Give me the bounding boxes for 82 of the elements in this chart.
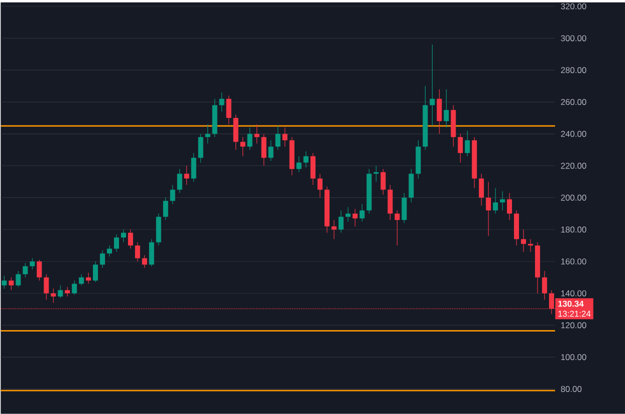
candlestick <box>317 174 323 198</box>
candlestick <box>247 127 252 150</box>
candlestick <box>486 181 491 236</box>
candlestick <box>44 274 49 300</box>
candlestick <box>394 210 400 246</box>
candlestick <box>78 274 84 286</box>
candlestick <box>458 134 463 163</box>
candlestick <box>338 210 344 234</box>
candlestick <box>86 272 91 284</box>
candlestick <box>191 152 196 182</box>
candlestick <box>177 168 182 194</box>
candlestick <box>430 44 435 126</box>
candlestick <box>106 245 112 258</box>
y-tick-label: 120.00 <box>561 322 586 328</box>
candlestick <box>542 270 548 300</box>
candlestick <box>149 238 154 267</box>
candlestick <box>500 191 505 211</box>
y-tick-label: 180.00 <box>561 226 586 233</box>
candlestick <box>36 260 42 281</box>
candlestick <box>352 208 358 227</box>
candlestick <box>2 276 7 289</box>
candlestick <box>219 92 224 112</box>
candlestick <box>296 156 302 173</box>
candlestick <box>64 286 70 297</box>
candlestick <box>506 192 512 220</box>
candlestick <box>520 229 526 252</box>
candlestick <box>142 254 148 268</box>
candlestick <box>120 229 126 243</box>
candlestick <box>30 258 35 270</box>
candlestick <box>380 168 386 195</box>
candlestick <box>198 134 204 163</box>
candlestick <box>233 114 238 150</box>
candlestick <box>268 140 274 162</box>
y-tick-label: 320.00 <box>560 3 586 10</box>
candlestick <box>402 192 407 224</box>
y-tick-label: 260.00 <box>561 99 586 106</box>
ref-line-label: 130.34 <box>558 300 584 307</box>
candlestick <box>310 152 316 186</box>
candlestick <box>50 288 56 304</box>
y-tick-label: 280.00 <box>561 67 586 74</box>
y-tick-label: 300.00 <box>560 35 586 42</box>
y-tick-label: 220.00 <box>561 162 586 169</box>
candlestick <box>303 151 308 168</box>
candlestick <box>8 277 14 291</box>
y-tick-label: 140.00 <box>561 290 586 296</box>
candlestick <box>332 220 337 240</box>
candlestick <box>275 126 280 150</box>
candlestick <box>114 234 120 252</box>
candlestick <box>436 89 442 134</box>
candlestick <box>254 124 260 144</box>
candlestick <box>408 168 414 203</box>
text: 13:21:24 <box>558 310 591 317</box>
candlestick <box>170 184 176 204</box>
candlestick <box>374 166 379 182</box>
candlestick <box>92 261 98 283</box>
candlestick <box>464 130 470 157</box>
y-tick-label: 240.00 <box>561 130 586 137</box>
y-tick-label: 100.00 <box>561 354 586 360</box>
y-tick-label: 80.00 <box>560 386 582 392</box>
candlestick <box>72 280 77 296</box>
candlestick <box>478 174 484 206</box>
candlestick <box>360 204 365 222</box>
candlestick <box>528 238 534 252</box>
candlestick <box>261 134 266 166</box>
candlestick <box>16 270 21 288</box>
y-tick-label: 200.00 <box>561 194 586 201</box>
candlestick <box>135 242 140 262</box>
candlestick <box>388 184 393 220</box>
candlestick <box>444 89 449 128</box>
candlestick <box>100 250 105 268</box>
candlestick <box>492 188 498 214</box>
candlestick <box>128 229 134 250</box>
candlestick <box>282 127 288 147</box>
candlestick <box>226 95 232 125</box>
candlestick <box>205 124 210 144</box>
candlestick <box>163 197 168 220</box>
candlestick <box>184 166 190 186</box>
candlestick <box>240 136 246 157</box>
candlestick <box>58 285 63 298</box>
candlestick <box>22 262 28 278</box>
y-tick-label: 160.00 <box>561 258 586 265</box>
candlestick <box>346 206 351 222</box>
